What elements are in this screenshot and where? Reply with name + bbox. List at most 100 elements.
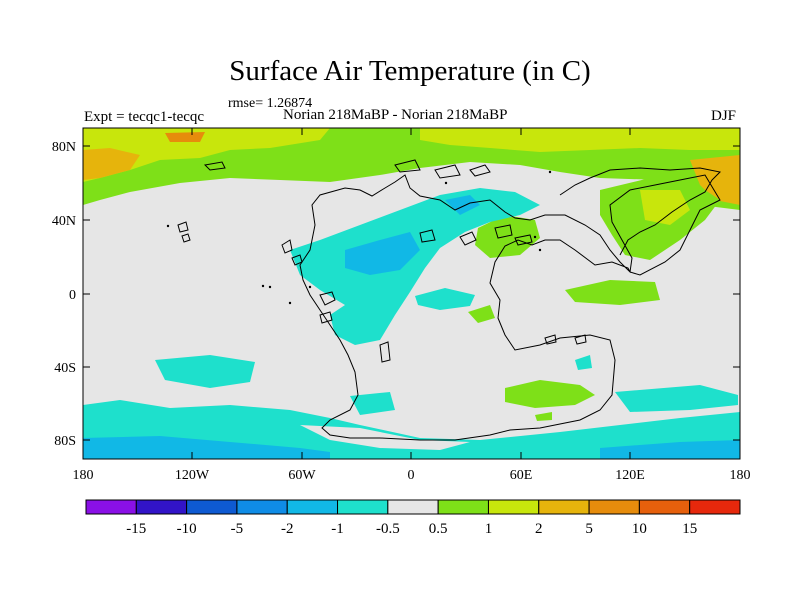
colorbar-label: -15 [126,521,146,537]
colorbar-label: -10 [177,521,197,537]
island-west-2 [181,233,191,243]
lon-label: 180 [730,468,751,483]
pangaea-coastline [299,174,721,441]
island-east-1 [459,231,477,246]
island-central-1 [281,239,293,254]
island-east-4 [514,234,533,246]
lon-label: 180 [73,468,94,483]
antarctic-neutral-gap [300,425,470,450]
arctic-warm-large-east [690,155,740,205]
island-central-2 [291,254,303,266]
island-south-east-2 [574,334,587,345]
lat-label: 80N [52,140,76,155]
lon-tick-marks [191,128,631,459]
tethys-warm-patch [475,215,540,258]
island-south-east-1 [544,334,557,345]
lat-labels: 80N 40N 0 40S 80S [52,140,76,449]
colorbar-swatch [236,499,288,515]
central-cold-anomaly-mid-2 [445,195,480,215]
islet [548,170,552,174]
colorbar-swatch [638,499,691,515]
colorbar-swatch [286,499,339,515]
island-east-2 [419,229,436,243]
lat-label: 40N [52,214,76,229]
colorbar-label: -1 [331,521,344,537]
chart-title: Surface Air Temperature (in C) [229,55,591,87]
small-warm-patch-2 [535,412,552,421]
east-tropical-cold [415,288,475,310]
colorbar-label: -2 [281,521,294,537]
island-chain-north-1 [203,161,226,171]
small-islands [166,170,552,305]
colorbar-label: 10 [632,521,647,537]
south-cold-patch-small [350,392,395,415]
colorbar-swatch [487,499,540,515]
islet [533,235,537,239]
east-continent-warm-mid [640,190,690,225]
island-west-1 [177,221,189,233]
colorbar-swatch [135,499,188,515]
colorbar-swatch [85,499,137,515]
island-equatorial-1 [319,291,336,306]
lat-label: 40S [54,361,76,376]
experiment-label: Expt = tecqc1-tecqc [84,109,205,125]
colorbar-swatch [337,499,389,515]
island-south-1 [379,341,391,363]
islet [268,285,272,289]
small-warm-patch-1 [468,305,495,323]
island-chain-north-2 [394,159,421,173]
islet [288,301,292,305]
south-cold-patch-small-2 [575,355,592,370]
antarctic-cold-band-mid [83,436,330,459]
lon-label: 60E [510,468,533,483]
islet [538,248,542,252]
rmse-label: rmse= 1.26874 [228,96,313,111]
islet [166,224,170,228]
lat-tick-marks [83,145,740,441]
south-pacific-cold [155,355,255,388]
colorbar-label: 5 [585,521,593,537]
colorbar-label: -0.5 [376,521,400,537]
arctic-warm-large-west [83,148,140,180]
central-cold-anomaly-mid [345,232,420,275]
comparison-label: Norian 218MaBP - Norian 218MaBP [283,107,508,123]
island-equatorial-2 [319,311,333,324]
central-cold-anomaly [290,188,540,345]
antarctic-cold-band-mid-2 [600,440,740,459]
island-east-3 [494,224,513,239]
island-chain-north-4 [469,164,491,177]
colorbar-swatch [186,499,238,515]
colorbar-label: 0.5 [429,521,448,537]
lon-label: 120W [175,468,210,483]
colorbar-swatch [689,499,741,515]
equatorial-warm-band [565,280,660,305]
colorbar-label: 2 [535,521,543,537]
arctic-warm-larger [165,132,205,142]
colorbar-swatch [437,499,489,515]
colorbar-label: -5 [231,521,244,537]
island-chain-north-3 [434,164,461,179]
lat-label: 0 [69,288,76,303]
arctic-warm-mid-1 [83,128,330,182]
islet [308,285,312,289]
lat-label: 80S [54,434,76,449]
coastlines [177,159,722,441]
islet [261,284,265,288]
south-continent-warm [505,380,595,408]
colorbar-swatch [588,499,640,515]
lon-label: 60W [288,468,316,483]
lon-labels: 180 120W 60W 0 60E 120E 180 [73,468,751,483]
colorbar-swatch [387,499,439,515]
colorbar: -15 -10 -5 -2 -1 -0.5 0.5 1 2 5 10 15 [85,499,741,537]
asia-coastline [559,167,722,256]
colorbar-label: 1 [485,521,493,537]
colorbar-swatch [538,499,590,515]
arctic-warm-mid-2 [420,128,740,152]
islet [444,181,448,185]
south-east-cold-patch [615,385,738,412]
season-label: DJF [711,108,737,124]
lon-label: 120E [615,468,645,483]
lon-label: 0 [408,468,415,483]
colorbar-label: 15 [682,521,697,537]
